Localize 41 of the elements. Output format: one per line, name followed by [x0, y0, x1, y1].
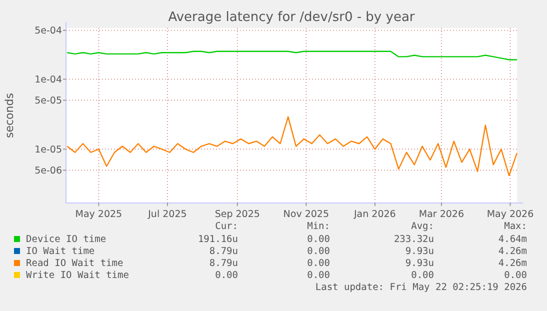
legend-label: Device IO time [26, 234, 106, 245]
text: 4.26m [498, 258, 528, 269]
chart-title: Average latency for /dev/sr0 - by year [168, 10, 416, 25]
text: 0.00 [307, 270, 330, 281]
text: 0.00 [504, 270, 528, 281]
text: 0.00 [307, 246, 330, 257]
text: 0.00 [215, 270, 238, 281]
x-tick-label: May 2026 [486, 209, 534, 220]
legend-label: Write IO Wait time [26, 270, 130, 281]
line-series [66, 50, 518, 60]
y-tick-label: 5e-05 [34, 96, 62, 107]
y-tick-label: 5e-04 [34, 26, 62, 37]
x-tick-label: Mar 2026 [418, 209, 464, 220]
text: 4.26m [498, 246, 528, 257]
text: 0.00 [307, 234, 330, 245]
text: 9.93u [405, 246, 434, 257]
line-series [66, 116, 518, 176]
text: 233.32u [394, 234, 434, 245]
x-tick-label: Jul 2025 [147, 209, 187, 220]
text: Min: [307, 221, 330, 232]
x-tick-label: Sep 2025 [214, 209, 260, 220]
x-tick-label: Jan 2026 [353, 209, 396, 220]
text: 8.79u [209, 246, 238, 257]
text: 0.00 [307, 258, 330, 269]
text: 9.93u [405, 258, 434, 269]
x-tick-label: May 2025 [75, 209, 122, 220]
x-tick-label: Nov 2025 [283, 209, 330, 220]
text: 4.64m [498, 234, 528, 245]
legend-label: Read IO Wait time [26, 258, 124, 269]
text: Last update: Fri May 22 02:25:19 2026 [315, 282, 528, 293]
y-tick-label: 5e-06 [34, 166, 62, 177]
text: Max: [504, 221, 527, 232]
y-tick-label: 1e-04 [34, 74, 62, 86]
y-tick-label: 1e-05 [34, 144, 62, 156]
legend-label: IO Wait time [26, 246, 95, 257]
text: 0.00 [411, 270, 434, 281]
text: 8.79u [209, 258, 238, 269]
text: Avg: [411, 221, 434, 232]
text: 191.16u [198, 234, 238, 245]
y-axis-title: seconds [3, 92, 16, 138]
text: Cur: [215, 221, 238, 232]
